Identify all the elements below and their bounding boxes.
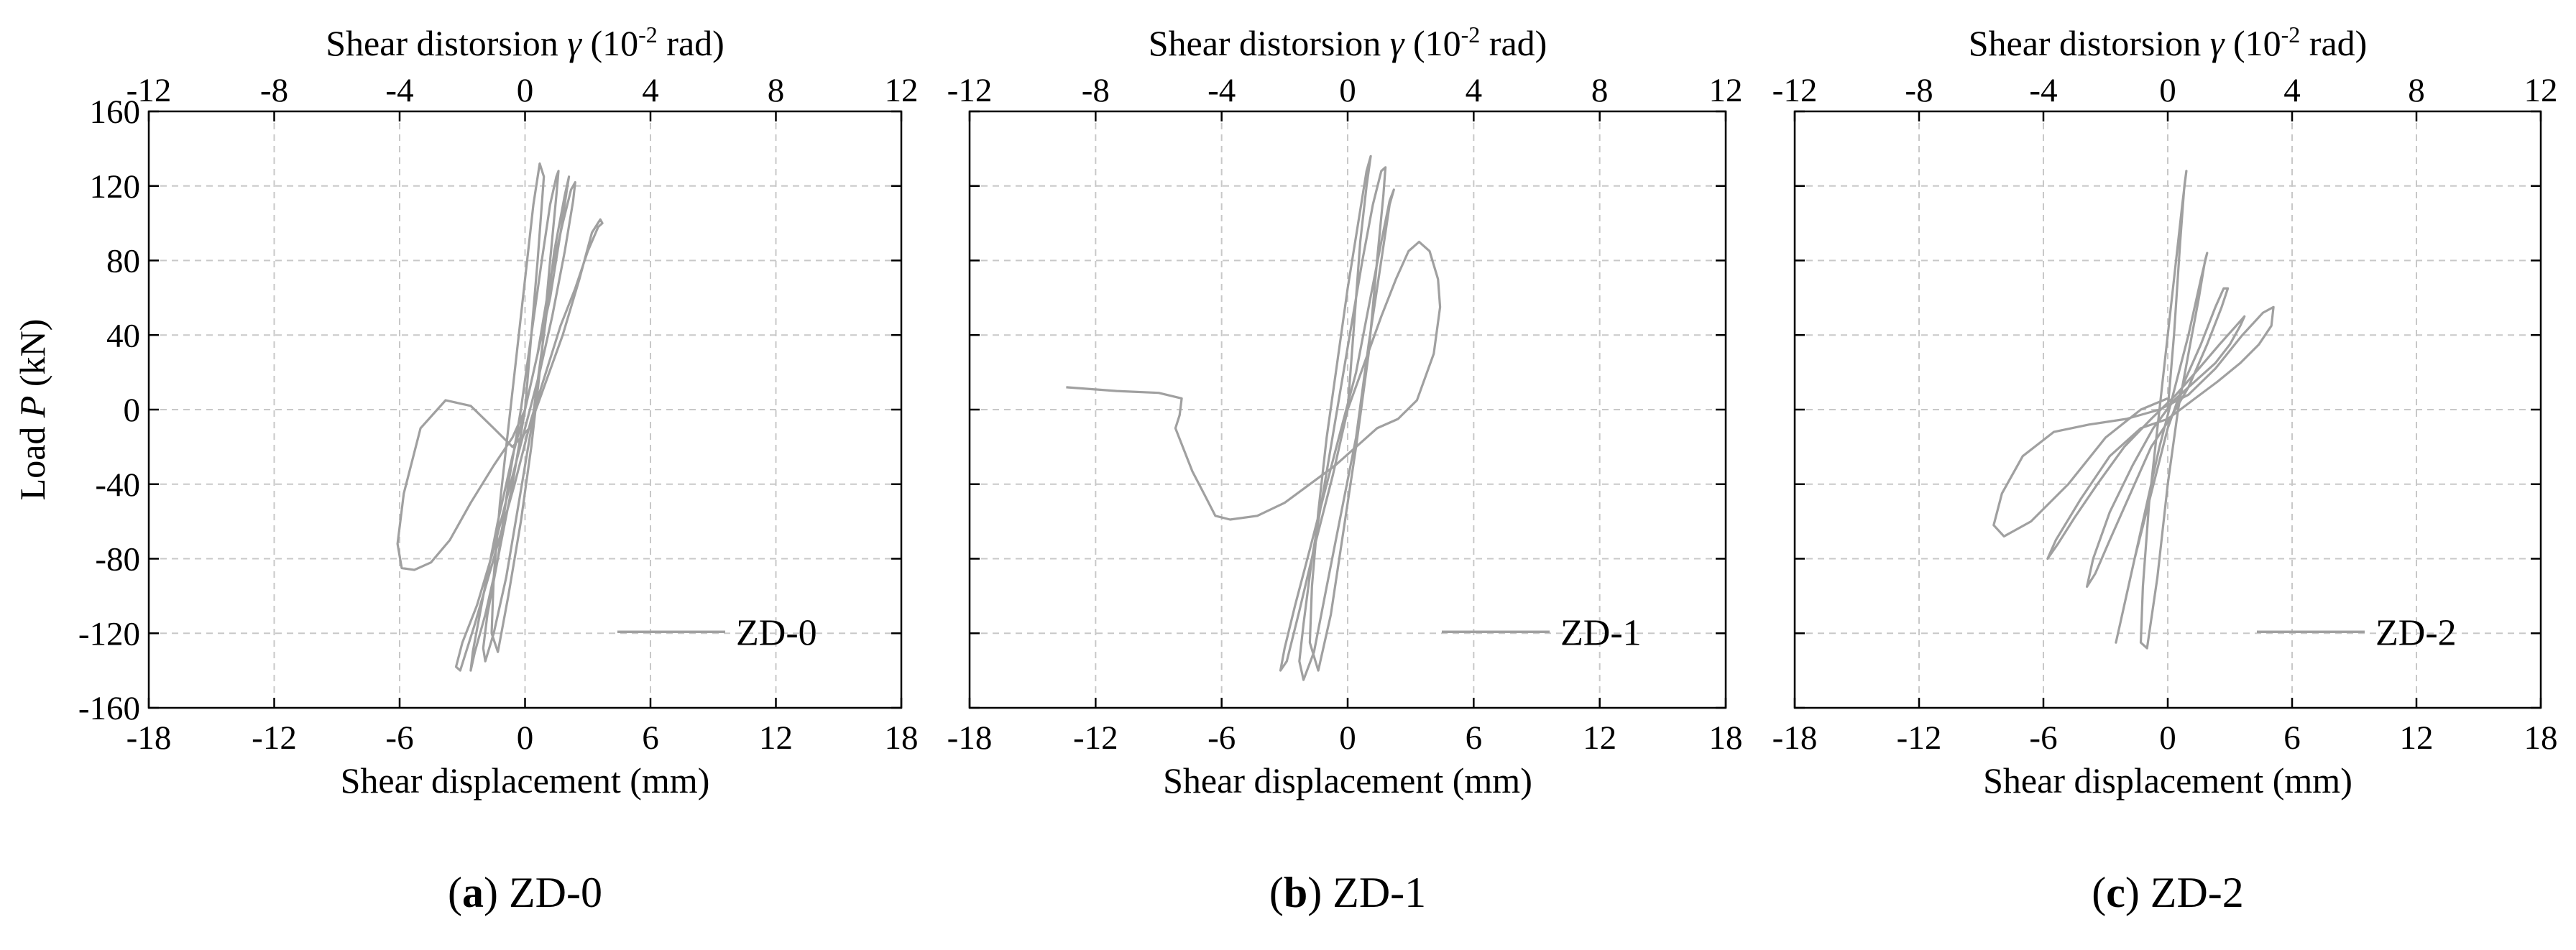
x-tick-label: 6 [1466,719,1483,757]
top-x-tick-label: 12 [1709,72,1743,109]
top-x-tick-label: 12 [885,72,919,109]
y-tick-label: 160 [90,93,141,131]
top-x-tick-label: 0 [1339,72,1356,109]
x-tick-label: -12 [1073,719,1118,757]
x-tick-label: 18 [2524,719,2558,757]
chart-panel-1: -18 -12 -6 0 6 12 18-12 -8 -4 0 4 8 1216012080400-40… [12,22,919,916]
x-tick-label: 6 [642,719,659,757]
series-line-ZD-2 [1992,170,2275,650]
x-axis-label: Shear displacement (mm) [341,760,710,801]
x-tick-label: -18 [1772,719,1818,757]
top-x-tick-label: -4 [1208,72,1236,109]
x-tick-label: -6 [2029,719,2057,757]
y-tick-label: -160 [78,690,140,727]
legend-label: ZD-1 [1560,612,1642,653]
x-tick-label: -18 [947,719,993,757]
top-axis-label: Shear distorsion γ (10-2 rad) [326,22,724,63]
x-tick-label: -6 [1208,719,1236,757]
top-x-tick-label: 8 [1591,72,1609,109]
y-tick-label: -40 [95,466,140,504]
x-tick-label: 0 [2159,719,2176,757]
y-tick-label: 80 [106,243,140,280]
x-tick-label: 12 [2400,719,2434,757]
x-axis-label: Shear displacement (mm) [1163,760,1532,801]
y-tick-label: 0 [124,392,141,429]
x-tick-label: 12 [1583,719,1616,757]
top-x-tick-label: 0 [517,72,534,109]
top-x-tick-label: -8 [1905,72,1933,109]
panel-caption: (b) ZD-1 [1269,869,1426,916]
panel-caption: (a) ZD-0 [448,869,602,916]
top-x-tick-label: 8 [768,72,785,109]
top-x-tick-label: -12 [1772,72,1818,109]
top-axis-label: Shear distorsion γ (10-2 rad) [1149,22,1547,63]
x-tick-label: -12 [252,719,297,757]
series-line-ZD-1 [1066,155,1442,681]
top-x-tick-label: 4 [2283,72,2301,109]
y-tick-label: -120 [78,615,140,652]
x-tick-label: 0 [517,719,534,757]
top-x-tick-label: -4 [2029,72,2057,109]
y-tick-label: 120 [90,168,141,206]
legend-label: ZD-2 [2375,612,2457,653]
top-x-tick-label: 8 [2408,72,2425,109]
chart-panel-3: -18 -12 -6 0 6 12 18 -12 -8 -4 0 4 8 12 Shear displace… [1772,22,2558,916]
top-x-tick-label: -12 [947,72,993,109]
y-tick-label: 40 [106,317,140,354]
x-tick-label: 0 [1339,719,1356,757]
top-x-tick-label: -8 [260,72,288,109]
top-x-tick-label: -8 [1082,72,1110,109]
x-tick-label: -6 [385,719,413,757]
x-tick-label: -12 [1897,719,1942,757]
top-x-tick-label: 0 [2159,72,2176,109]
chart-panel-2: -18 -12 -6 0 6 12 18 -12 -8 -4 0 4 8 12 Shear displace… [947,22,1743,916]
x-tick-label: 18 [885,719,919,757]
top-x-tick-label: 12 [2524,72,2558,109]
top-axis-label: Shear distorsion γ (10-2 rad) [1969,22,2368,63]
x-tick-label: 12 [759,719,793,757]
x-tick-label: -18 [126,719,172,757]
top-x-tick-label: -4 [385,72,413,109]
legend-label: ZD-0 [736,612,817,653]
x-axis-label: Shear displacement (mm) [1983,760,2352,801]
x-tick-label: 6 [2283,719,2301,757]
y-tick-label: -80 [95,541,140,578]
series-line-ZD-0 [396,162,604,672]
top-x-tick-label: 4 [642,72,659,109]
top-x-tick-label: 4 [1466,72,1483,109]
x-tick-label: 18 [1709,719,1743,757]
top-x-tick-label: -12 [126,72,172,109]
panel-caption: (c) ZD-2 [2092,869,2244,916]
y-axis-label: Load P (kN) [12,319,52,501]
